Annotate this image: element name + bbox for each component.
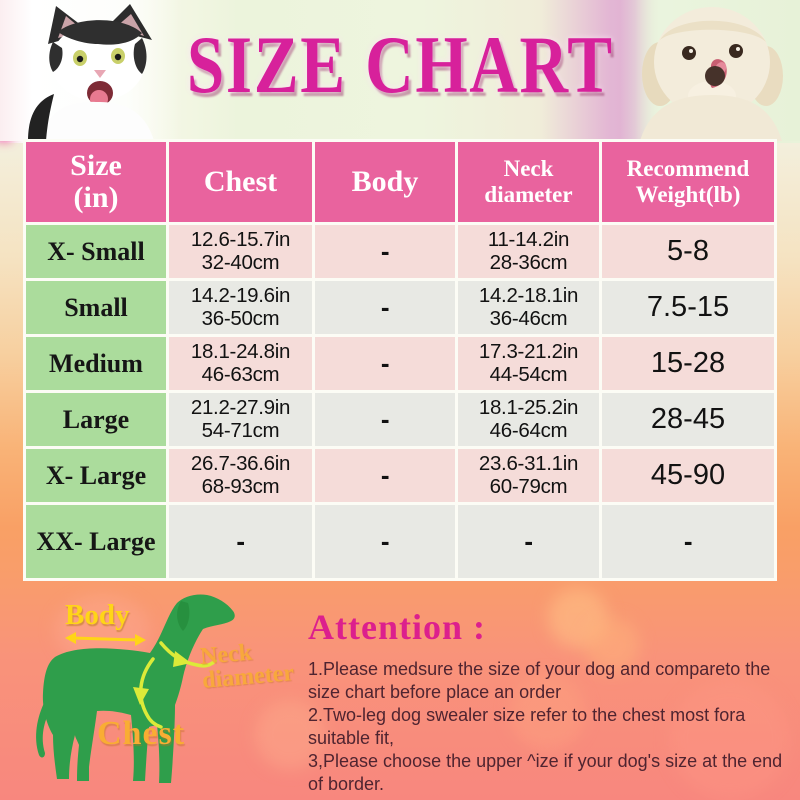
attention-item-1: 1.Please medsure the size of your dog an… (308, 659, 771, 702)
weight-cell: 5-8 (602, 225, 774, 278)
chest-cell: 18.1-24.8in 46-63cm (169, 337, 312, 390)
body-cell: - (315, 225, 455, 278)
body-measure-label: Body (65, 599, 130, 631)
neck-cell: 11-14.2in 28-36cm (458, 225, 599, 278)
body-cell: - (315, 393, 455, 446)
weight-cell: 45-90 (602, 449, 774, 502)
attention-item-2: 2.Two-leg dog swealer size refer to the … (308, 705, 746, 748)
weight-cell: 28-45 (602, 393, 774, 446)
size-chart-table: Size (in) Chest Body Neck diameter Recom… (23, 139, 777, 581)
attention-heading: Attention : (308, 607, 486, 647)
weight-cell: 7.5-15 (602, 281, 774, 334)
weight-cell: - (602, 505, 774, 578)
table-row-x-small: X- Small 12.6-15.7in 32-40cm - 11-14.2in 2… (26, 225, 774, 278)
decor-blob (548, 588, 608, 648)
chest-cell: 26.7-36.6in 68-93cm (169, 449, 312, 502)
chest-cell: 21.2-27.9in 54-71cm (169, 393, 312, 446)
cat-photo (0, 0, 180, 141)
size-cell: Medium (26, 337, 166, 390)
body-cell: - (315, 337, 455, 390)
table-row-medium: Medium 18.1-24.8in 46-63cm - 17.3-21.2in 4… (26, 337, 774, 390)
neck-cell: 23.6-31.1in 60-79cm (458, 449, 599, 502)
dog-photo (620, 0, 800, 141)
decor-blob (670, 680, 790, 800)
body-cell: - (315, 449, 455, 502)
body-cell: - (315, 281, 455, 334)
dog-illustration (640, 7, 783, 141)
chest-cell: 12.6-15.7in 32-40cm (169, 225, 312, 278)
dog-silhouette (36, 594, 235, 783)
size-cell: Small (26, 281, 166, 334)
decor-blob (585, 618, 640, 673)
decor-blob (510, 675, 585, 750)
table-row-small: Small 14.2-19.6in 36-50cm - 14.2-18.1in 36… (26, 281, 774, 334)
decor-blob (255, 700, 325, 770)
body-cell: - (315, 505, 455, 578)
attention-section: Attention : 1.Please medsure the size of… (308, 606, 796, 796)
neck-diameter-measure-label: Neck diameter (198, 639, 295, 694)
header-size: Size (in) (26, 142, 166, 222)
header-recommend-weight: Recommend Weight(lb) (602, 142, 774, 222)
neck-cell: 18.1-25.2in 46-64cm (458, 393, 599, 446)
neck-cell: - (458, 505, 599, 578)
header-chest: Chest (169, 142, 312, 222)
neck-cell: 14.2-18.1in 36-46cm (458, 281, 599, 334)
neck-cell: 17.3-21.2in 44-54cm (458, 337, 599, 390)
dog-measurement-diagram: Body Neck diameter Chest (25, 585, 317, 800)
header-body: Body (315, 142, 455, 222)
chest-cell: - (169, 505, 312, 578)
page-title: SIZE CHART (186, 19, 614, 110)
table-row-x-large: X- Large 26.7-36.6in 68-93cm - 23.6-31.1i… (26, 449, 774, 502)
cat-illustration (28, 4, 154, 141)
size-cell: XX- Large (26, 505, 166, 578)
size-cell: X- Small (26, 225, 166, 278)
attention-item-3: 3,Please choose the upper ^ize if your d… (308, 751, 783, 794)
table-header-row: Size (in) Chest Body Neck diameter Recom… (26, 142, 774, 222)
chest-cell: 14.2-19.6in 36-50cm (169, 281, 312, 334)
table-row-xx-large: XX- Large - - - - (26, 505, 774, 578)
header-neck-diameter: Neck diameter (458, 142, 599, 222)
size-cell: Large (26, 393, 166, 446)
weight-cell: 15-28 (602, 337, 774, 390)
chest-measure-label: Chest (97, 715, 186, 752)
size-cell: X- Large (26, 449, 166, 502)
table-row-large: Large 21.2-27.9in 54-71cm - 18.1-25.2in 46… (26, 393, 774, 446)
